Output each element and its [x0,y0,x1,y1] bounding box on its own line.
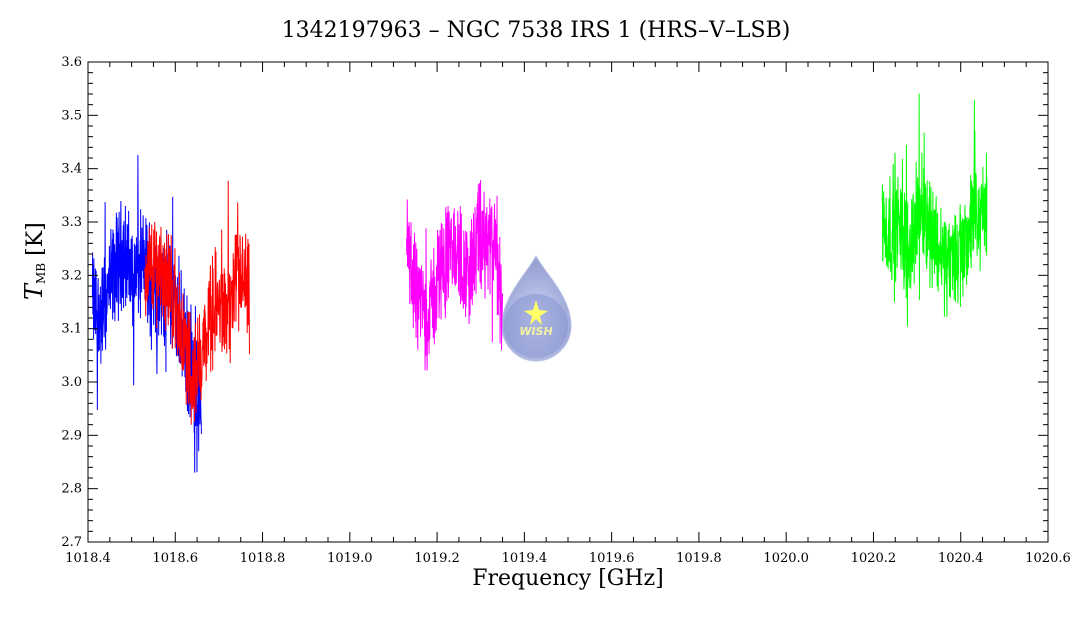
logo-star [524,300,548,325]
x-axis-label: Frequency [GHz] [472,566,664,591]
chart-title: 1342197963 – NGC 7538 IRS 1 (HRS–V–LSB) [281,18,791,43]
x-tick-label: 1019.0 [327,551,373,566]
x-tick-label: 1018.4 [65,551,111,566]
x-tick-label: 1019.4 [502,551,548,566]
y-tick-label: 3.4 [61,162,82,177]
x-tick-label: 1018.8 [240,551,286,566]
x-tick-label: 1018.6 [153,551,199,566]
spectrum-series-2 [144,180,250,425]
y-tick-label: 2.7 [61,535,82,550]
logo-disc [504,294,568,358]
x-tick-label: 1020.2 [851,551,897,566]
y-axis-label: TMB [K] [20,222,48,300]
y-axis-unit: [K] [23,222,48,256]
spectrum-series-1 [91,155,202,473]
y-axis-subscript: MB [34,262,48,284]
logo-text: WISH [519,325,552,338]
x-tick-label: 1019.8 [676,551,722,566]
x-tick-label: 1020.6 [1025,551,1071,566]
y-tick-label: 3.6 [61,55,82,70]
x-tick-label: 1020.0 [763,551,809,566]
wish-logo: WISH [501,254,572,362]
spectrum-series-4 [881,93,988,327]
x-tick-label: 1019.6 [589,551,635,566]
y-tick-label: 3.3 [61,215,82,230]
y-tick-label: 3.2 [61,268,82,283]
y-tick-label: 3.5 [61,108,82,123]
x-tick-label: 1020.4 [938,551,984,566]
spectrum-series-3 [406,180,504,371]
y-axis-symbol: T [20,283,48,300]
x-tick-label: 1019.2 [414,551,460,566]
y-tick-label: 3.1 [61,322,82,337]
y-tick-label: 2.9 [61,428,82,443]
y-tick-label: 3.0 [61,375,82,390]
y-tick-label: 2.8 [61,482,82,497]
